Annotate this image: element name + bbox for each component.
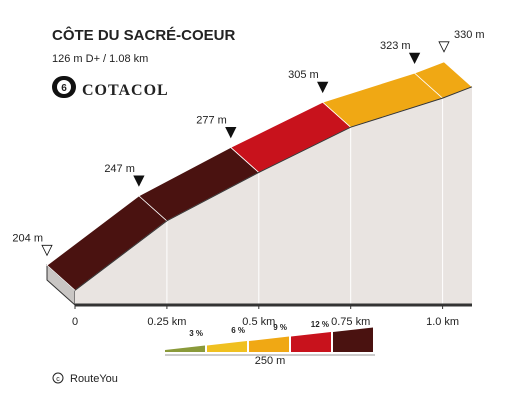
elevation-marker [225,127,237,139]
legend-swatch [333,327,373,352]
badge-number: 6 [61,83,67,94]
x-tick-label: 0 [72,316,78,328]
front-edge [74,86,473,291]
elevation-label: 277 m [196,114,227,126]
elevation-label: 330 m [454,29,485,41]
legend-label: 3 % [189,329,203,338]
x-tick-label: 0.25 km [147,316,186,328]
legend-swatch [165,345,205,352]
elevation-marker [133,175,145,187]
elevation-label: 323 m [380,40,411,52]
legend-scale-label: 250 m [255,355,286,367]
elevation-marker [438,41,450,53]
elevation-marker [41,244,53,257]
x-tick-label: 0.5 km [242,316,275,328]
brand: COTACOL [82,82,169,99]
copyright-icon [52,372,64,384]
x-tick-label: 0.75 km [331,316,370,328]
elevation-label: 204 m [12,232,43,244]
chart-title: CÔTE DU SACRÉ-COEUR [52,26,236,44]
legend-swatch [207,341,247,352]
legend-label: 9 % [273,323,287,332]
front-face [75,86,472,305]
legend-label: 6 % [231,326,245,335]
elevation-label: 247 m [104,163,135,175]
subtitle: 126 m D+ / 1.08 km [52,53,148,65]
elevation-marker [317,81,329,94]
legend-label: 12 % [311,320,329,329]
legend-swatch [249,336,289,352]
legend-swatch [291,332,331,352]
x-tick-label: 1.0 km [426,316,459,328]
footer: RouteYou [70,373,118,385]
elevation-label: 305 m [288,69,319,81]
elevation-marker [408,52,421,65]
copyright-c: c [56,376,60,383]
badge-circle [57,80,71,94]
